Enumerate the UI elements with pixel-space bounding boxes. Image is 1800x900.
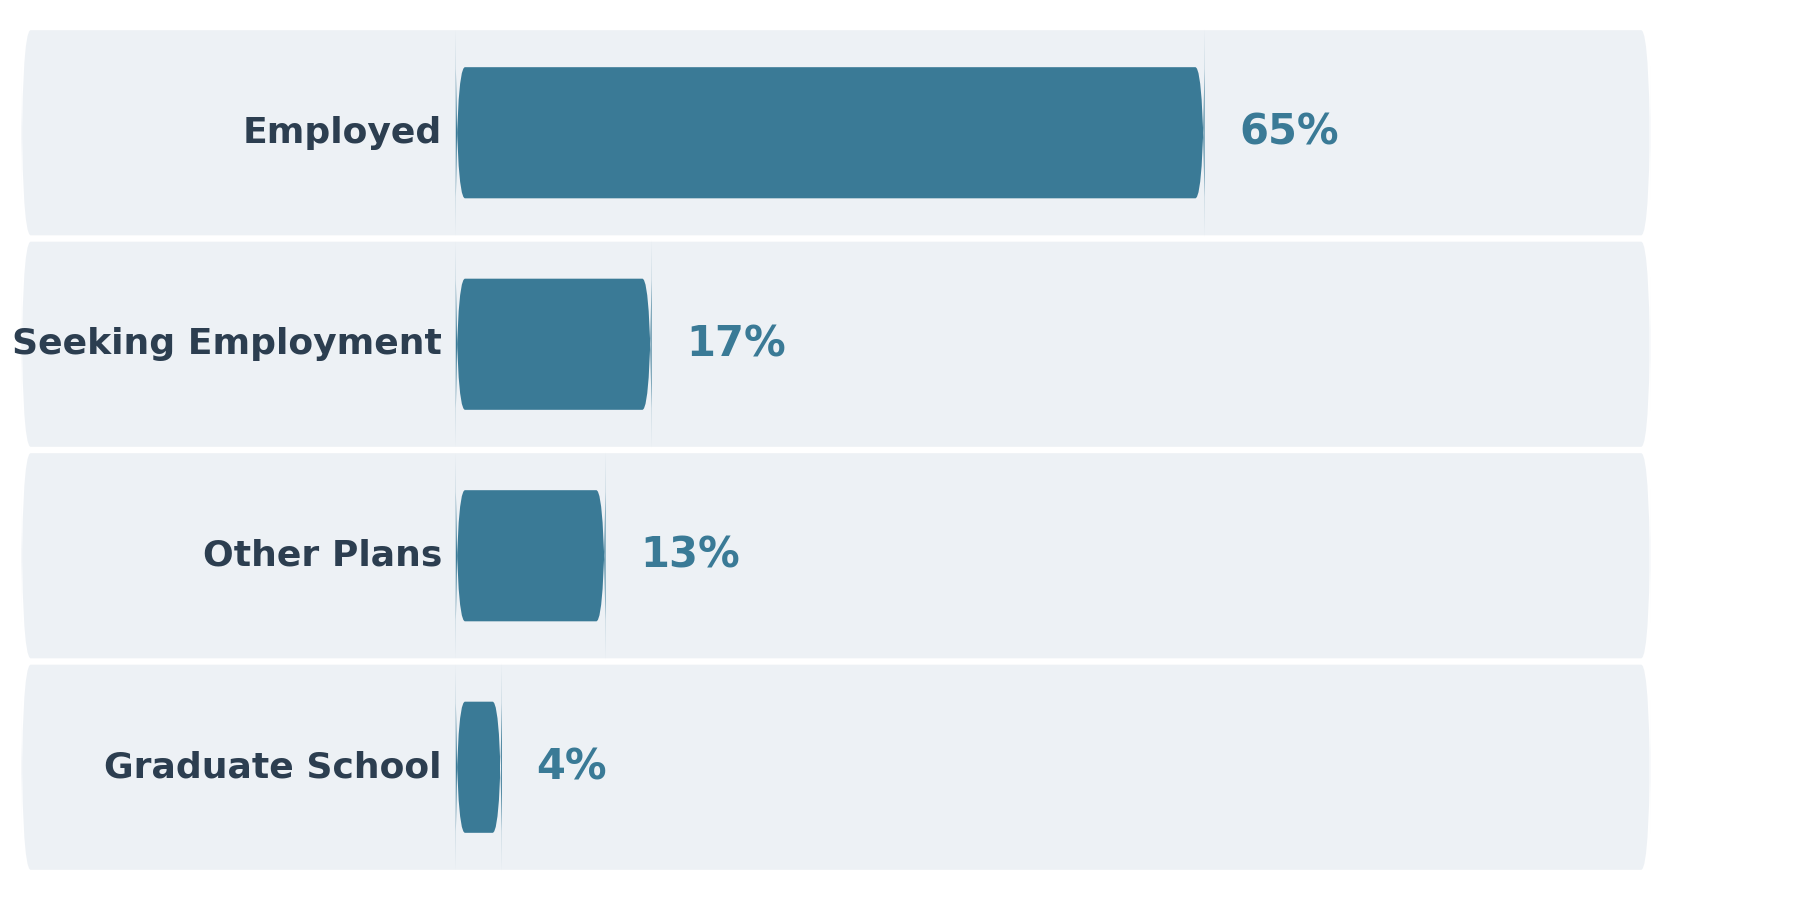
FancyBboxPatch shape	[22, 454, 1651, 658]
FancyBboxPatch shape	[22, 31, 1651, 235]
Text: 65%: 65%	[1238, 112, 1339, 154]
FancyBboxPatch shape	[455, 29, 1204, 237]
FancyBboxPatch shape	[455, 240, 652, 448]
Text: Seeking Employment: Seeking Employment	[13, 328, 443, 361]
Text: 17%: 17%	[686, 323, 787, 365]
Text: Other Plans: Other Plans	[203, 539, 443, 572]
Text: Employed: Employed	[243, 116, 443, 149]
FancyBboxPatch shape	[455, 452, 605, 660]
FancyBboxPatch shape	[22, 665, 1651, 869]
Text: Graduate School: Graduate School	[104, 751, 443, 784]
Text: 13%: 13%	[641, 535, 740, 577]
FancyBboxPatch shape	[22, 242, 1651, 446]
FancyBboxPatch shape	[455, 663, 502, 871]
Text: 4%: 4%	[536, 746, 607, 788]
